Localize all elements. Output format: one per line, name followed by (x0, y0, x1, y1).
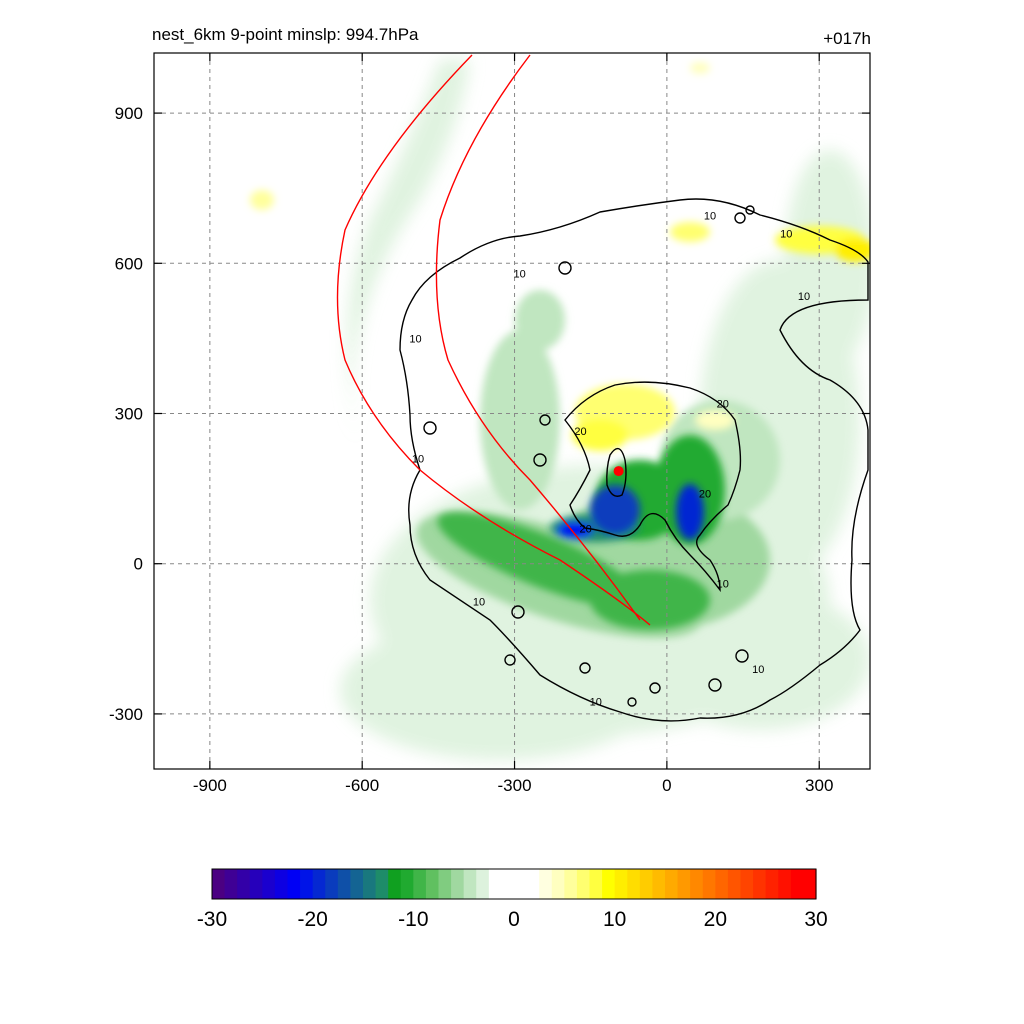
contour-label: 10 (513, 268, 525, 280)
colorbar-swatch (652, 869, 666, 899)
colorbar-tick-label: -10 (398, 908, 428, 931)
contour-label: 20 (717, 398, 729, 410)
contour-20-inner (564, 381, 742, 593)
colorbar-swatch (589, 869, 603, 899)
x-tick-label: 0 (662, 776, 671, 795)
y-axis: -300 0 300 600 900 (109, 104, 870, 724)
y-tick-label: 900 (115, 104, 143, 123)
x-tick-label: -900 (193, 776, 227, 795)
colorbar-swatch (501, 869, 515, 899)
colorbar-tick-label: 30 (804, 908, 827, 931)
x-axis: -900 -600 -300 0 300 (193, 53, 833, 795)
colorbar-swatch (576, 869, 591, 899)
plot-title-right: +017h (823, 29, 871, 48)
colorbar-swatch (677, 869, 691, 899)
colorbar-swatch (627, 869, 641, 899)
colorbar-swatch (325, 869, 339, 899)
colorbar-swatch (564, 869, 578, 899)
colorbar-swatch (350, 869, 364, 899)
colorbar-swatch (727, 869, 742, 899)
colorbar-frame (211, 868, 817, 900)
colorbar-tick-label: -20 (297, 908, 327, 931)
colorbar-swatch (639, 869, 654, 899)
contour-label: 10 (798, 291, 810, 303)
colorbar-swatch (539, 869, 553, 899)
colorbar-swatch (778, 869, 792, 899)
colorbar-swatch (413, 869, 427, 899)
contour-10-outer (399, 198, 869, 722)
colorbar-tick-label: 20 (704, 908, 727, 931)
colorbar-swatch (740, 869, 754, 899)
colorbar-swatch (463, 869, 477, 899)
contour-label: 20 (574, 426, 586, 438)
colorbar-swatch (765, 869, 779, 899)
contour-label: 10 (752, 664, 764, 676)
colorbar-swatch (690, 869, 704, 899)
colorbar-swatch (212, 869, 226, 899)
colorbar-swatch (262, 869, 276, 899)
colorbar-swatch (337, 869, 352, 899)
storm-center-dot (613, 466, 624, 477)
colorbar-swatch (287, 869, 301, 899)
contour-label: 10 (590, 696, 602, 708)
colorbar-swatch (237, 869, 251, 899)
contour-label: 10 (412, 454, 424, 466)
storm-track-lines (336, 54, 651, 626)
contour-label: 20 (580, 524, 592, 536)
contour-label: 10 (409, 333, 421, 345)
colorbar-tick-label: 10 (603, 908, 626, 931)
colorbar-swatch (526, 869, 540, 899)
x-tick-label: -600 (345, 776, 379, 795)
colorbar-swatch (476, 869, 490, 899)
colorbar-swatch (790, 869, 805, 899)
track-line-inner (435, 54, 641, 621)
colorbar-swatch (514, 869, 528, 899)
colorbar: -30 -20 -10 0 10 20 30 (197, 868, 828, 931)
x-tick-label: 300 (805, 776, 833, 795)
colorbar-swatch (425, 869, 440, 899)
colorbar-swatch (614, 869, 628, 899)
colorbar-swatch (602, 869, 616, 899)
contour-label: 10 (473, 596, 485, 608)
wind-contours (399, 198, 869, 722)
colorbar-swatch (451, 869, 465, 899)
colorbar-swatch (388, 869, 402, 899)
contour-label: 10 (704, 211, 716, 223)
contour-20-eye (606, 447, 627, 497)
plot-frame (153, 52, 871, 770)
track-line-outer (336, 54, 651, 626)
colorbar-swatch (488, 869, 503, 899)
contour-label: 10 (780, 228, 792, 240)
contour-label: 10 (717, 579, 729, 591)
colorbar-tick-label: -30 (197, 908, 227, 931)
colorbar-swatch (438, 869, 452, 899)
colorbar-swatch (274, 869, 289, 899)
y-tick-label: 300 (115, 405, 143, 424)
contour-label: 20 (699, 489, 711, 501)
colorbar-swatch (551, 869, 565, 899)
y-tick-label: -300 (109, 705, 143, 724)
colorbar-swatch (312, 869, 326, 899)
contour-labels: 10 10 10 10 10 10 10 10 10 10 20 20 20 20 (409, 211, 810, 709)
tangential-wind-shading (250, 60, 870, 760)
plot-title-left: nest_6km 9-point minslp: 994.7hPa (152, 25, 419, 44)
colorbar-tick-label: 0 (508, 908, 520, 931)
colorbar-swatch (249, 869, 263, 899)
colorbar-swatch (715, 869, 729, 899)
y-tick-label: 600 (115, 254, 143, 273)
colorbar-swatch (363, 869, 377, 899)
colorbar-swatch (803, 869, 817, 899)
colorbar-swatch (224, 869, 238, 899)
colorbar-swatch (400, 869, 414, 899)
colorbar-swatch (702, 869, 716, 899)
colorbar-swatch (300, 869, 314, 899)
x-tick-label: -300 (498, 776, 532, 795)
storm-center-marker (613, 466, 624, 477)
colorbar-swatch (375, 869, 389, 899)
y-tick-label: 0 (134, 555, 143, 574)
colorbar-swatch (665, 869, 679, 899)
colorbar-swatch (753, 869, 767, 899)
